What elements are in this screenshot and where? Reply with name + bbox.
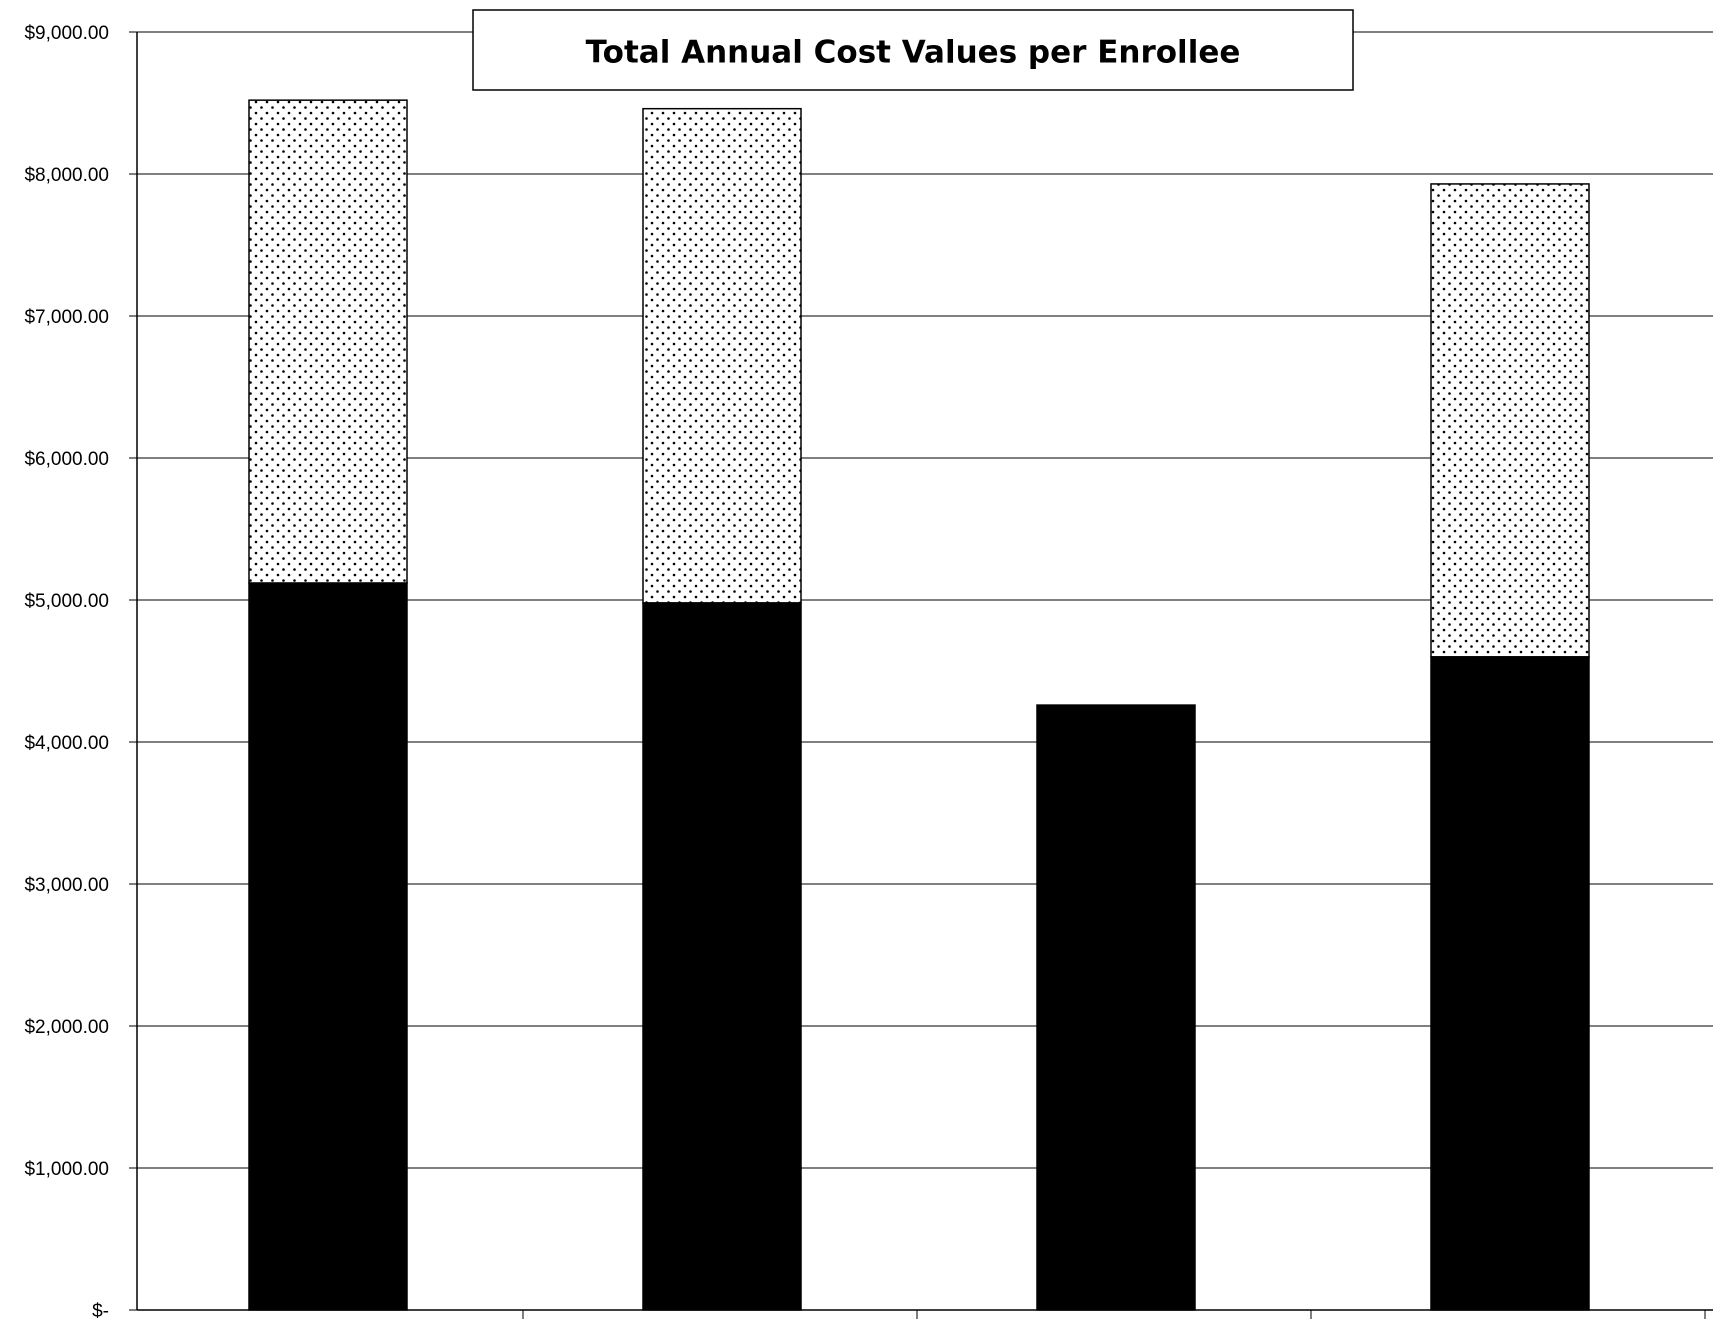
y-tick-label: $2,000.00 [24, 1017, 109, 1038]
bar-segment-series1-cat3 [1036, 704, 1196, 1311]
y-tick-label: $8,000.00 [24, 165, 109, 186]
y-tick-label: $6,000.00 [24, 449, 109, 470]
bar-segment-series2-cat2 [642, 107, 802, 604]
bar-segment-series1-cat1 [248, 582, 408, 1311]
y-tick-label: $1,000.00 [24, 1159, 109, 1180]
chart-title-box: Total Annual Cost Values per Enrollee [472, 9, 1354, 91]
y-tick-label: $3,000.00 [24, 875, 109, 896]
y-tick-label: $9,000.00 [24, 23, 109, 44]
bar-segment-series2-cat4 [1430, 183, 1590, 658]
y-tick-label: $- [92, 1301, 109, 1319]
chart-title: Total Annual Cost Values per Enrollee [586, 35, 1241, 71]
bar-segment-series1-cat4 [1430, 656, 1590, 1311]
bar-segment-series1-cat2 [642, 602, 802, 1311]
bars [248, 99, 1590, 1311]
bar-segment-series2-cat1 [248, 99, 408, 584]
y-tick-label: $5,000.00 [24, 591, 109, 612]
y-tick-label: $4,000.00 [24, 733, 109, 754]
y-tick-label: $7,000.00 [24, 307, 109, 328]
